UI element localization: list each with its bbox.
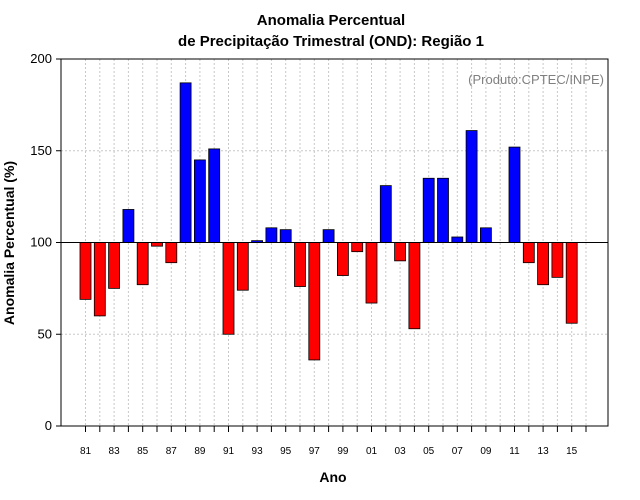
bar-81 xyxy=(79,242,92,300)
bar-108 xyxy=(465,130,478,243)
bar-111 xyxy=(508,146,521,243)
x-tick-label: 85 xyxy=(137,446,149,457)
bar-89 xyxy=(193,159,206,243)
grid xyxy=(61,58,608,427)
bar-90 xyxy=(208,148,221,243)
bar-115 xyxy=(565,242,578,324)
y-tick-label: 50 xyxy=(38,326,52,341)
x-tick-label: 89 xyxy=(194,446,206,457)
bar-88 xyxy=(179,82,192,243)
bar-83 xyxy=(108,242,120,289)
x-tick-label: 87 xyxy=(166,446,178,457)
x-ticks: 81 83 85 87 89 91 93 95 97 99 01 03 05 07 09 11 13 15 xyxy=(80,426,587,457)
x-axis-label: Ano xyxy=(319,469,346,485)
x-tick-label: 09 xyxy=(480,446,492,457)
bar-114 xyxy=(551,242,564,278)
x-tick-label: 03 xyxy=(395,446,407,457)
x-tick-label: 81 xyxy=(80,446,92,457)
x-tick-label: 99 xyxy=(337,446,349,457)
bar-105 xyxy=(422,177,435,243)
y-tick-label: 150 xyxy=(30,143,52,158)
y-tick-label: 0 xyxy=(45,418,52,433)
bar-87 xyxy=(165,242,178,264)
bar-97 xyxy=(308,242,321,361)
bar-107 xyxy=(451,236,464,243)
x-tick-label: 01 xyxy=(366,446,378,457)
bar-106 xyxy=(437,177,449,243)
bar-109 xyxy=(479,227,492,243)
y-tick-label: 200 xyxy=(30,51,52,66)
x-tick-label: 95 xyxy=(280,446,292,457)
bar-92 xyxy=(236,242,249,291)
x-tick-label: 05 xyxy=(423,446,435,457)
bar-96 xyxy=(294,242,306,287)
bar-101 xyxy=(365,242,378,304)
chart-title-line1: Anomalia Percentual xyxy=(257,12,405,29)
x-tick-label: 15 xyxy=(566,446,578,457)
bar-85 xyxy=(136,242,149,286)
bar-86 xyxy=(151,242,163,247)
bar-103 xyxy=(394,242,407,262)
bar-98 xyxy=(322,229,335,243)
bar-99 xyxy=(336,242,349,276)
x-tick-label: 13 xyxy=(538,446,550,457)
x-tick-label: 91 xyxy=(223,446,235,457)
bar-102 xyxy=(379,185,392,243)
bar-94 xyxy=(265,227,278,243)
y-tick-label: 100 xyxy=(30,235,52,250)
y-axis-label: Anomalia Percentual (%) xyxy=(1,161,17,325)
bar-113 xyxy=(537,242,549,286)
x-tick-label: 11 xyxy=(509,446,520,457)
chart-title-line2: de Precipitação Trimestral (OND): Região… xyxy=(178,33,484,50)
bar-82 xyxy=(93,242,106,317)
y-ticks: 0 50 100 150 200 xyxy=(30,51,61,433)
x-tick-label: 93 xyxy=(252,446,264,457)
bar-104 xyxy=(408,242,421,330)
bar-100 xyxy=(351,242,364,253)
x-tick-label: 97 xyxy=(309,446,321,457)
bar-112 xyxy=(522,242,535,264)
x-tick-label: 07 xyxy=(452,446,464,457)
bar-91 xyxy=(222,242,235,335)
bar-84 xyxy=(122,209,135,243)
source-annotation: (Produto:CPTEC/INPE) xyxy=(468,72,604,87)
x-tick-label: 83 xyxy=(109,446,121,457)
bar-95 xyxy=(279,229,292,243)
